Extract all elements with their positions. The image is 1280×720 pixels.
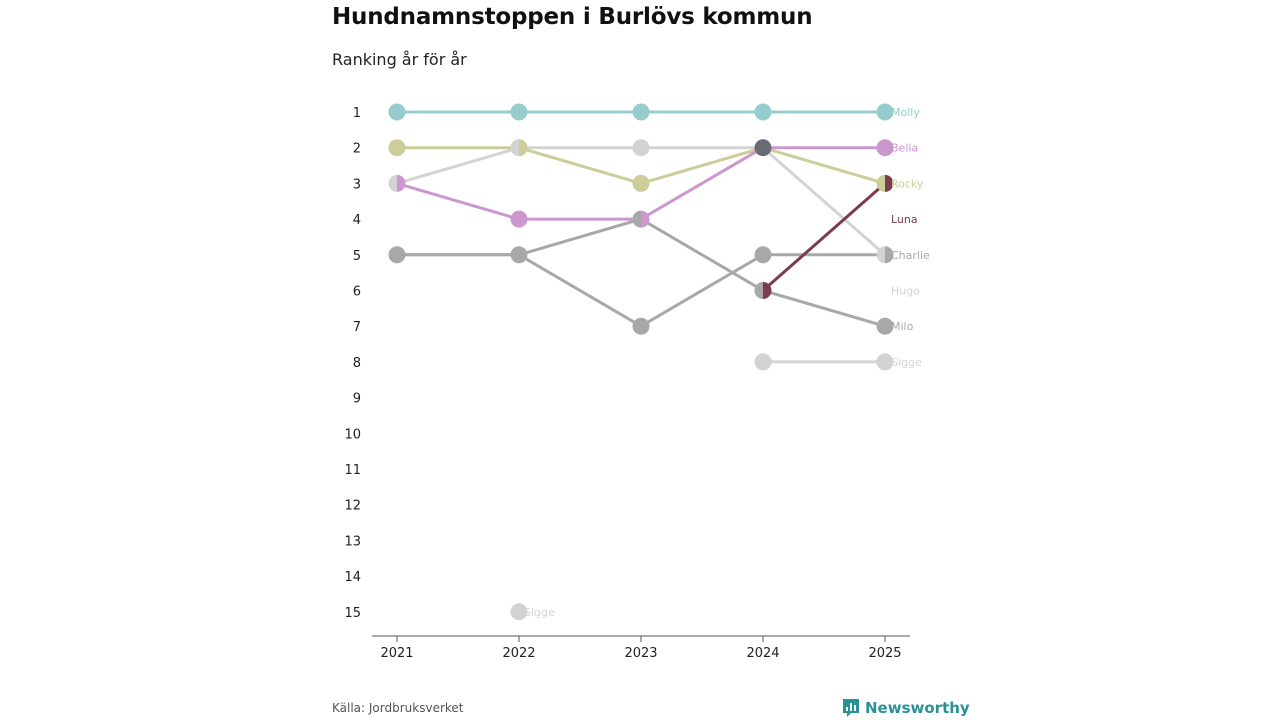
- series-markers: [388, 103, 894, 621]
- point-rocky: [388, 139, 406, 157]
- series-label-hugo: Hugo: [891, 285, 920, 298]
- y-tick-label: 4: [353, 213, 361, 228]
- x-tick-label: 2024: [746, 646, 779, 661]
- point-hugo: [632, 139, 650, 157]
- series-label-sigge: Sigge: [891, 356, 922, 369]
- point-molly: [388, 103, 406, 121]
- point-hugo: [388, 174, 397, 192]
- point-sigge: [510, 603, 528, 621]
- y-tick-label: 11: [344, 463, 361, 478]
- series-line-charlie: [395, 253, 887, 328]
- point-bella: [397, 174, 406, 192]
- series-label-rocky: Rocky: [891, 177, 924, 190]
- series-label-luna: Luna: [891, 213, 918, 226]
- series-line-milo: [395, 217, 887, 328]
- point-luna: [763, 282, 772, 299]
- point-charlie: [885, 246, 894, 264]
- series-label-bella: Bella: [891, 142, 918, 155]
- series-line-hugo: [395, 146, 887, 257]
- point-milo: [876, 317, 894, 335]
- series-label-charlie: Charlie: [891, 249, 930, 262]
- point-rocky: [632, 174, 650, 192]
- series-label-molly: Molly: [891, 106, 920, 119]
- chart-title: Hundnamnstoppen i Burlövs kommun: [332, 4, 813, 30]
- point-molly: [632, 103, 650, 121]
- y-tick-label: 13: [344, 534, 361, 549]
- point-milo: [632, 210, 641, 228]
- brand-logo: Newsworthy: [842, 698, 970, 718]
- series-label-sigge-start: Sigge: [524, 606, 555, 619]
- point-molly: [754, 103, 772, 121]
- point-charlie: [632, 317, 650, 335]
- point-milo: [510, 246, 519, 264]
- source-note: Källa: Jordbruksverket: [332, 701, 464, 715]
- point-milo: [388, 246, 397, 264]
- point-luna: [885, 174, 894, 192]
- point-rocky: [519, 139, 528, 157]
- point-bella: [641, 210, 650, 228]
- y-tick-label: 10: [344, 427, 361, 442]
- point-bella: [876, 139, 894, 157]
- series-line-luna: [761, 181, 887, 292]
- x-tick-label: 2023: [624, 646, 657, 661]
- newsworthy-logo-icon: [843, 699, 859, 717]
- point-hugo: [876, 246, 885, 264]
- point-sigge: [876, 353, 894, 371]
- x-axis: 2021 2022 2023 2024 2025: [372, 635, 910, 661]
- point-milo: [754, 282, 763, 299]
- point-hugo: [510, 139, 519, 157]
- x-tick-label: 2021: [380, 646, 413, 661]
- point-overlap: [754, 139, 772, 157]
- point-molly: [510, 103, 528, 121]
- y-tick-label: 1: [353, 106, 361, 121]
- point-molly: [876, 103, 894, 121]
- point-charlie: [754, 246, 772, 264]
- chart-subtitle: Ranking år för år: [332, 50, 467, 69]
- y-tick-label: 3: [353, 177, 361, 192]
- x-tick-label: 2025: [868, 646, 901, 661]
- y-tick-label: 12: [344, 499, 361, 514]
- y-tick-label: 9: [353, 392, 361, 407]
- x-tick-label: 2022: [502, 646, 535, 661]
- brand-name: Newsworthy: [865, 699, 970, 717]
- y-tick-label: 7: [353, 320, 361, 335]
- y-tick-label: 15: [344, 606, 361, 621]
- y-tick-label: 8: [353, 356, 361, 371]
- point-sigge: [754, 353, 772, 371]
- point-charlie: [519, 246, 528, 264]
- y-tick-label: 6: [353, 285, 361, 300]
- point-bella: [510, 210, 528, 228]
- series-labels: Hugo Sigge Sigge Milo Charlie Rocky Bella Luna M…: [524, 106, 930, 619]
- point-rocky: [876, 174, 885, 192]
- y-tick-label: 2: [353, 142, 361, 157]
- point-charlie: [397, 246, 406, 264]
- series-label-milo: Milo: [891, 320, 914, 333]
- y-tick-label: 14: [344, 570, 361, 585]
- y-tick-label: 5: [353, 249, 361, 264]
